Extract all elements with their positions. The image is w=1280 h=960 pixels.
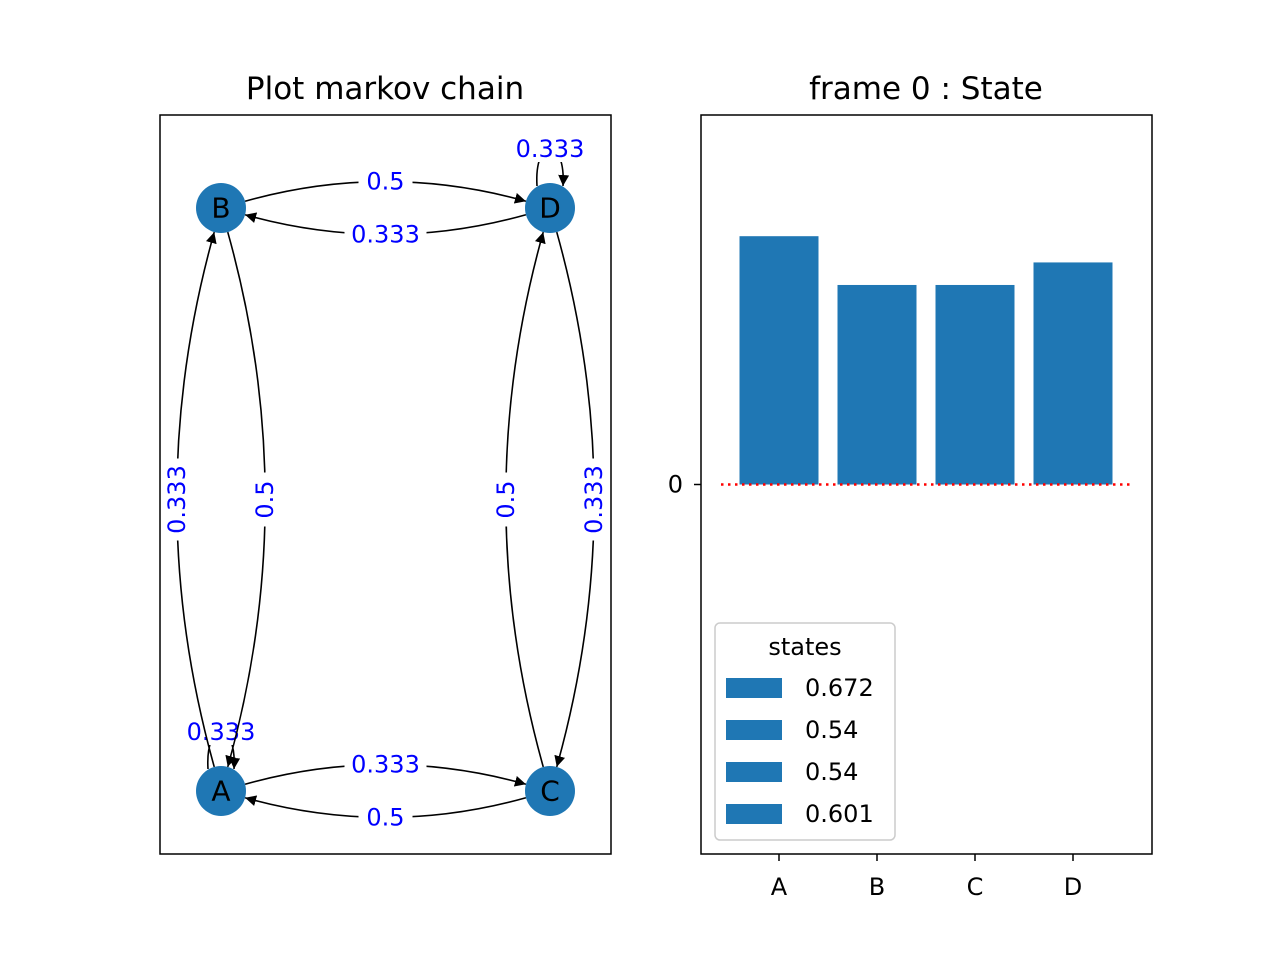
legend-entry-label: 0.672: [805, 674, 874, 702]
edge-label-AB: 0.333: [163, 465, 191, 534]
edge-label-CD: 0.5: [492, 480, 520, 518]
legend-box: [714, 622, 896, 841]
edge-label-DD: 0.333: [516, 135, 585, 163]
bar-C: [935, 284, 1015, 485]
legend: states 0.672 0.54 0.54 0.601: [714, 622, 896, 841]
node-label-A: A: [211, 775, 230, 808]
bar-chart-title: frame 0 : State: [809, 71, 1043, 107]
bars: [739, 236, 1113, 485]
y-tick-label: 0: [668, 471, 683, 499]
node-C: [525, 766, 575, 816]
graph-title: Plot markov chain: [246, 71, 524, 107]
edge-label-bg: [508, 134, 592, 162]
x-tick-label-B: B: [869, 873, 885, 901]
legend-entry-label: 0.54: [805, 758, 858, 786]
edge-label-AA: 0.333: [187, 718, 256, 746]
legend-swatch: [726, 804, 782, 824]
y-ticks: 0: [668, 471, 701, 499]
node-D: [525, 183, 575, 233]
edge-label-bg: [179, 717, 263, 745]
edge-label-bg: [162, 458, 191, 541]
edge-label-bg: [344, 750, 427, 779]
graph-edges: 0.333 0.333 0.333 0.5 0.5 0.5 0.5 0.333 0.333 0.3…: [162, 134, 609, 832]
edge-label-bg: [358, 803, 413, 832]
bar-A: [739, 236, 819, 485]
legend-swatch: [726, 720, 782, 740]
edge-label-bg: [580, 458, 609, 541]
bar-D: [1033, 262, 1113, 485]
node-A: [196, 766, 246, 816]
legend-title: states: [768, 633, 841, 661]
x-tick-label-C: C: [967, 873, 984, 901]
graph-axes-frame: [159, 114, 612, 855]
edge-label-bg: [491, 472, 520, 527]
legend-swatch: [726, 678, 782, 698]
legend-entry-label: 0.54: [805, 716, 858, 744]
edge-label-bg: [251, 472, 280, 527]
node-label-B: B: [211, 192, 230, 225]
legend-entry-label: 0.601: [805, 800, 874, 828]
node-B: [196, 183, 246, 233]
edge-label-BD: 0.5: [366, 168, 404, 196]
edge-label-BA: 0.5: [251, 480, 279, 518]
edge-label-DB: 0.333: [351, 220, 420, 248]
edge-label-AC: 0.333: [351, 751, 420, 779]
x-tick-label-A: A: [771, 873, 788, 901]
markov-graph-panel: Plot markov chain 0.3330.3330.3330.50.50…: [159, 71, 612, 855]
bar-B: [837, 284, 917, 485]
x-tick-label-D: D: [1064, 873, 1082, 901]
edge-label-bg: [358, 167, 413, 196]
graph-nodes: A B C D: [196, 183, 575, 816]
x-ticks: A B C D: [771, 854, 1082, 901]
node-label-C: C: [540, 775, 560, 808]
legend-swatch: [726, 762, 782, 782]
edge-label-DC: 0.333: [580, 465, 608, 534]
edge-label-CA: 0.5: [366, 803, 404, 831]
node-label-D: D: [539, 192, 561, 225]
edge-label-bg: [344, 220, 427, 249]
legend-entries: 0.672 0.54 0.54 0.601: [726, 674, 874, 828]
